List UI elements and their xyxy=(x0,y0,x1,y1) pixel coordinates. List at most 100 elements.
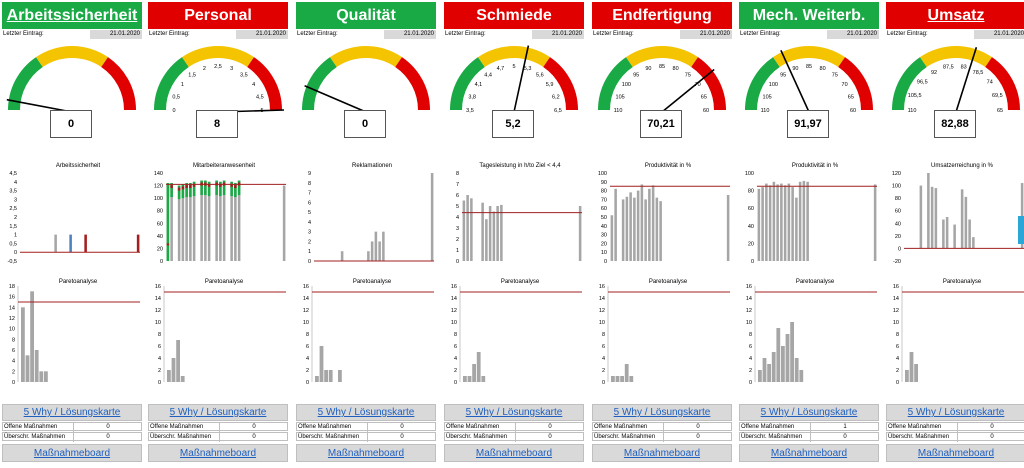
pareto-bar xyxy=(315,376,319,382)
measures-board-link[interactable]: Maßnahmeboard xyxy=(739,444,879,462)
chart-title: Produktivität in % xyxy=(792,163,839,169)
measures-board-link[interactable]: Maßnahmeboard xyxy=(444,444,584,462)
y-tick-label: 12 xyxy=(451,308,457,314)
bar-segment-green xyxy=(185,183,188,198)
y-tick-label: 3 xyxy=(308,230,311,236)
measures-board-link[interactable]: Maßnahmeboard xyxy=(2,444,142,462)
y-tick-label: 10 xyxy=(9,327,15,333)
y-tick-label: 0 xyxy=(898,246,901,252)
chart-title: Tagesleistung in h/to Ziel < 4,4 xyxy=(479,163,561,169)
panel-title[interactable]: Arbeitssicherheit xyxy=(2,2,142,29)
pareto-bar xyxy=(905,370,909,382)
y-tick-label: 80 xyxy=(601,189,607,195)
y-tick-label: 12 xyxy=(9,316,15,322)
daily-bar-chart: Mitarbeiteranwesenheit 140 120 100 80 60 40 20 0 xyxy=(154,163,286,265)
why-solution-card-link[interactable]: 5 Why / Lösungskarte xyxy=(444,404,584,421)
measures-board-link[interactable]: Maßnahmeboard xyxy=(148,444,288,462)
last-entry-row: Letzter Eintrag: 21.01.2020 xyxy=(739,30,879,39)
bar xyxy=(485,219,488,261)
y-tick-label: 0 xyxy=(158,380,161,386)
gauge-tick-label: 80 xyxy=(673,66,679,72)
bar-segment-red xyxy=(192,183,196,187)
why-solution-card-link[interactable]: 5 Why / Lösungskarte xyxy=(592,404,732,421)
y-tick-label: 120 xyxy=(892,171,901,177)
y-tick-label: 4 xyxy=(456,215,459,221)
scroll-handle[interactable] xyxy=(1018,216,1024,244)
pareto-bar xyxy=(171,358,176,382)
pareto-bar xyxy=(629,376,634,382)
y-tick-label: 4 xyxy=(454,356,457,362)
bar xyxy=(69,234,72,253)
bar xyxy=(960,189,964,249)
bar xyxy=(795,197,798,261)
open-measures-label: Offene Maßnahmen xyxy=(150,424,204,430)
gauge-tick-label: 6,2 xyxy=(552,94,560,100)
y-tick-label: 60 xyxy=(895,209,901,215)
last-entry-row: Letzter Eintrag: 21.01.2020 xyxy=(2,30,142,39)
bar-segment-red xyxy=(207,183,211,187)
y-tick-label: 2 xyxy=(14,215,17,221)
bar xyxy=(964,196,968,249)
measures-board-link[interactable]: Maßnahmeboard xyxy=(592,444,732,462)
y-tick-label: 4 xyxy=(306,356,309,362)
y-tick-label: 3 xyxy=(456,226,459,232)
open-measures-row: Offene Maßnahmen 0 xyxy=(592,422,732,432)
bar-segment-green xyxy=(237,180,241,196)
open-measures-value: 0 xyxy=(515,423,584,432)
pareto-title: Paretoanalyse xyxy=(649,279,688,285)
speedometer-gauge: 00,511,522,533,544,55 xyxy=(154,46,285,114)
bar xyxy=(470,198,473,261)
bar xyxy=(776,184,779,261)
y-tick-label: 120 xyxy=(154,184,163,190)
chart-title: Reklamationen xyxy=(352,163,392,169)
gauge-green-zone xyxy=(154,57,189,110)
gauge-needle xyxy=(955,46,978,113)
bar xyxy=(200,180,203,261)
pareto-title: Paretoanalyse xyxy=(353,279,392,285)
y-tick-label: 0 xyxy=(604,259,607,265)
y-tick-label: 16 xyxy=(9,295,15,301)
y-tick-label: 12 xyxy=(155,308,161,314)
bar xyxy=(636,190,640,261)
bar xyxy=(496,206,499,261)
gauge-tick-label: 78,5 xyxy=(973,70,984,76)
y-tick-label: 90 xyxy=(601,180,607,186)
gauge-green-zone xyxy=(892,57,927,110)
y-tick-label: 8 xyxy=(602,332,605,338)
open-measures-label: Offene Maßnahmen xyxy=(594,424,648,430)
gauge-tick-label: 4,7 xyxy=(497,66,505,72)
why-solution-card-link[interactable]: 5 Why / Lösungskarte xyxy=(886,404,1024,421)
y-tick-label: 2 xyxy=(602,368,605,374)
why-solution-card-link[interactable]: 5 Why / Lösungskarte xyxy=(148,404,288,421)
bar xyxy=(492,211,496,261)
chart-title: Umsatzerreichung in % xyxy=(931,163,994,169)
y-tick-label: 2 xyxy=(749,368,752,374)
gauge-red-zone xyxy=(101,57,136,110)
gauge-tick-label: 1,5 xyxy=(188,72,196,78)
y-tick-label: 12 xyxy=(893,308,899,314)
bar-segment-green xyxy=(204,180,207,196)
open-measures-value: 0 xyxy=(957,423,1024,432)
bar xyxy=(625,196,629,261)
panel-title[interactable]: Umsatz xyxy=(886,2,1024,29)
why-solution-card-link[interactable]: 5 Why / Lösungskarte xyxy=(2,404,142,421)
y-tick-label: 8 xyxy=(456,171,459,177)
last-entry-row: Letzter Eintrag: 21.01.2020 xyxy=(296,30,436,39)
y-tick-label: 8 xyxy=(306,332,309,338)
bar xyxy=(659,201,662,261)
bar xyxy=(488,206,492,261)
gauge-tick-label: 75 xyxy=(685,72,691,78)
measures-board-link[interactable]: Maßnahmeboard xyxy=(886,444,1024,462)
bar xyxy=(621,199,625,261)
y-tick-label: 2,5 xyxy=(9,206,17,212)
y-tick-label: 20 xyxy=(748,241,754,247)
bar xyxy=(942,219,945,249)
bar xyxy=(84,234,87,253)
why-solution-card-link[interactable]: 5 Why / Lösungskarte xyxy=(296,404,436,421)
overdue-measures-label: Überschr. Maßnahmen xyxy=(4,434,66,440)
pareto-bar xyxy=(767,364,771,382)
measures-board-link[interactable]: Maßnahmeboard xyxy=(296,444,436,462)
gauge-tick-label: 90 xyxy=(792,66,798,72)
why-solution-card-link[interactable]: 5 Why / Lösungskarte xyxy=(739,404,879,421)
